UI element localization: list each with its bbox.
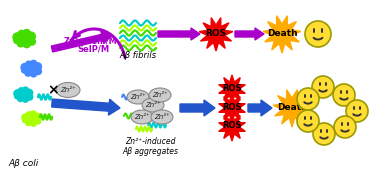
Text: Zn²⁺-SelP/M: Zn²⁺-SelP/M <box>63 36 117 45</box>
Circle shape <box>17 30 26 38</box>
Circle shape <box>17 87 25 94</box>
Circle shape <box>22 29 31 37</box>
Circle shape <box>17 39 25 47</box>
Circle shape <box>22 86 29 94</box>
Text: ROS: ROS <box>222 122 242 131</box>
Circle shape <box>21 113 30 122</box>
Polygon shape <box>52 99 120 115</box>
Polygon shape <box>273 90 311 127</box>
Circle shape <box>305 21 331 47</box>
Ellipse shape <box>151 110 173 124</box>
Circle shape <box>297 88 319 110</box>
Text: Zn²⁺: Zn²⁺ <box>154 114 170 120</box>
Circle shape <box>33 113 41 121</box>
Text: Zn²⁺-induced
Aβ aggregates: Zn²⁺-induced Aβ aggregates <box>122 137 178 156</box>
Circle shape <box>30 120 37 127</box>
Polygon shape <box>158 28 200 40</box>
Circle shape <box>28 115 36 123</box>
Text: Death: Death <box>277 102 307 111</box>
Polygon shape <box>199 18 233 51</box>
Circle shape <box>24 69 32 77</box>
Circle shape <box>30 110 37 118</box>
Text: Zn²⁺: Zn²⁺ <box>152 92 168 98</box>
Circle shape <box>26 31 36 42</box>
Text: Zn²⁺: Zn²⁺ <box>60 87 76 93</box>
Circle shape <box>313 123 335 145</box>
Circle shape <box>21 68 27 74</box>
Circle shape <box>25 119 32 126</box>
Circle shape <box>12 32 22 42</box>
Text: Aβ fibrils: Aβ fibrils <box>119 51 156 60</box>
Text: ×: × <box>47 83 59 97</box>
Polygon shape <box>235 28 264 40</box>
Circle shape <box>29 70 37 78</box>
Circle shape <box>13 89 22 98</box>
Circle shape <box>22 118 28 123</box>
Polygon shape <box>219 113 245 141</box>
Polygon shape <box>219 94 245 122</box>
Polygon shape <box>51 31 112 52</box>
Text: ROS: ROS <box>222 102 242 111</box>
Ellipse shape <box>149 88 171 102</box>
Circle shape <box>333 84 355 106</box>
Text: Zn²⁺: Zn²⁺ <box>134 114 150 120</box>
Polygon shape <box>263 16 301 53</box>
Text: ROS: ROS <box>205 28 226 38</box>
Polygon shape <box>219 75 245 103</box>
Circle shape <box>346 100 368 122</box>
Circle shape <box>20 63 29 72</box>
Ellipse shape <box>131 110 153 124</box>
Circle shape <box>25 60 33 68</box>
Text: SelP/M: SelP/M <box>77 44 109 53</box>
Circle shape <box>33 62 42 71</box>
Circle shape <box>26 94 33 101</box>
Circle shape <box>14 94 20 99</box>
Circle shape <box>28 65 36 73</box>
Circle shape <box>34 68 42 75</box>
Polygon shape <box>180 100 215 116</box>
Circle shape <box>25 88 33 97</box>
Text: Aβ coli: Aβ coli <box>8 159 38 168</box>
Circle shape <box>22 96 29 103</box>
Circle shape <box>28 37 36 46</box>
Circle shape <box>297 110 319 132</box>
Circle shape <box>34 118 41 125</box>
Text: Zn²⁺: Zn²⁺ <box>145 102 161 108</box>
Ellipse shape <box>56 82 80 97</box>
Circle shape <box>20 91 28 99</box>
Text: Zn²⁺: Zn²⁺ <box>130 94 146 100</box>
Circle shape <box>13 37 20 44</box>
Text: ROS: ROS <box>222 84 242 93</box>
Ellipse shape <box>127 90 149 104</box>
Circle shape <box>17 95 24 102</box>
Circle shape <box>29 60 37 68</box>
Circle shape <box>22 40 31 48</box>
Ellipse shape <box>142 98 164 112</box>
Circle shape <box>312 76 334 98</box>
Circle shape <box>334 116 356 138</box>
Circle shape <box>26 111 33 118</box>
Circle shape <box>21 35 29 43</box>
Text: Death: Death <box>267 28 297 38</box>
Polygon shape <box>248 100 272 116</box>
